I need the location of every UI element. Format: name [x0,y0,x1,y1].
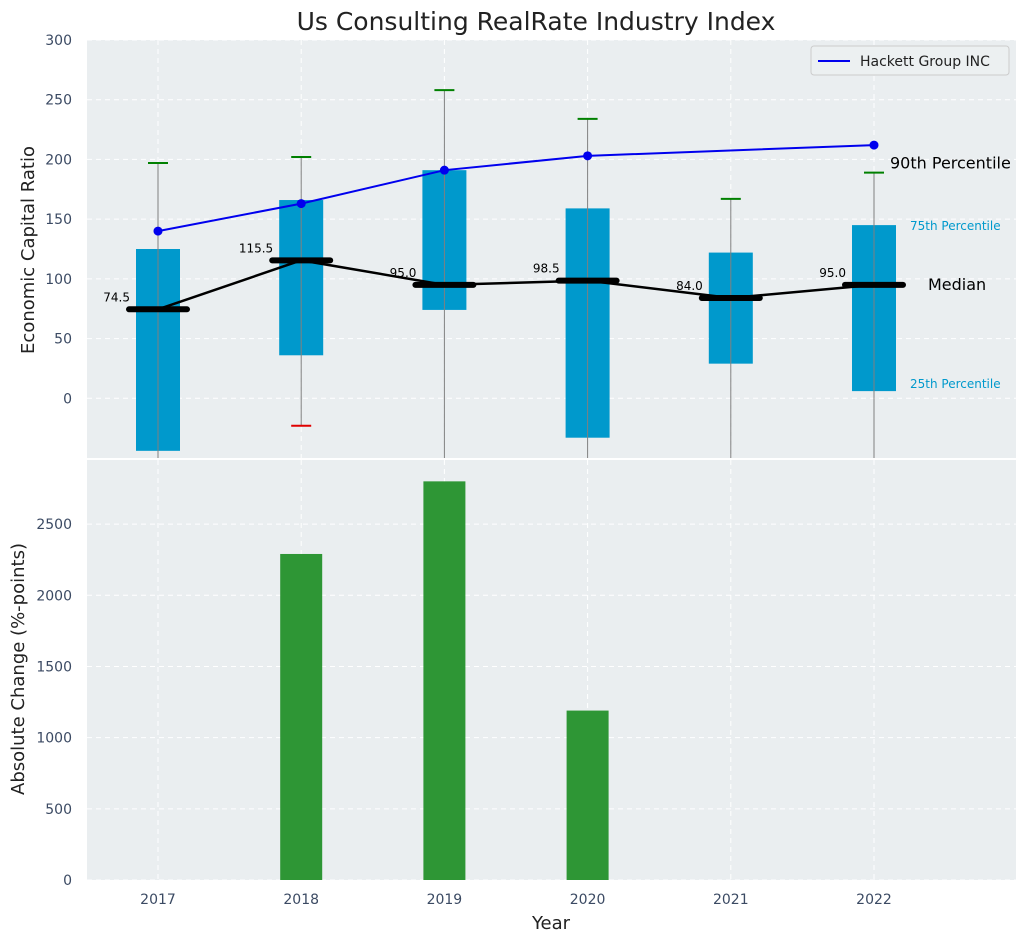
company-point [583,151,593,161]
chart-title: Us Consulting RealRate Industry Index [297,7,776,36]
top-y-tick-label: 50 [54,332,72,348]
legend-box [810,45,1010,76]
company-point [869,140,879,150]
company-point [296,199,306,209]
top-y-tick-label: 250 [45,93,72,109]
bottom-y-tick-label: 2500 [36,517,72,533]
change-bar-2018 [280,553,323,880]
company-point [439,165,449,175]
top-y-tick-label: 100 [45,272,72,288]
top-panel: 0 50 100 150 200 250 300 74.5 115.5 95.0 98.5 84.0 9… [45,33,1016,458]
top-y-tick-label: 300 [45,33,72,49]
bottom-plot-background [87,460,1016,880]
median-value-label: 84.0 [676,279,703,293]
x-tick-label: 2019 [427,892,463,908]
x-tick-label: 2022 [856,892,892,908]
median-value-label: 115.5 [239,241,273,255]
bottom-panel: 0 500 1000 1500 2000 2500 2017 2018 2019 2020 2021… [36,460,1016,908]
bottom-y-axis-label: Absolute Change (%-points) [8,543,29,795]
company-point [153,226,163,236]
top-y-axis-label: Economic Capital Ratio [18,146,39,354]
bottom-y-tick-label: 1500 [36,659,72,675]
legend-label: Hackett Group INC [860,54,990,70]
top-y-tick-label: 200 [45,152,72,168]
median-value-label: 98.5 [533,262,560,276]
x-tick-label: 2018 [283,892,319,908]
x-tick-label: 2020 [570,892,606,908]
x-axis-label: Year [531,913,571,934]
p90-annotation: 90th Percentile [890,154,1011,173]
bottom-y-tick-label: 1000 [36,731,72,747]
x-tick-label: 2021 [713,892,749,908]
median-value-label: 95.0 [390,266,417,280]
legend: Hackett Group INC [810,45,1010,76]
x-tick-label: 2017 [140,892,176,908]
bottom-y-tick-label: 2000 [36,588,72,604]
p25-annotation: 25th Percentile [910,377,1001,391]
median-value-label: 74.5 [103,290,130,304]
change-bar-2020 [566,710,609,880]
bottom-y-tick-label: 0 [63,873,72,889]
bottom-y-tick-label: 500 [45,802,72,818]
top-y-tick-label: 0 [63,391,72,407]
change-bar-2019 [423,481,466,880]
median-value-label: 95.0 [819,266,846,280]
p75-annotation: 75th Percentile [910,219,1001,233]
median-annotation: Median [928,275,986,294]
top-y-tick-label: 150 [45,212,72,228]
